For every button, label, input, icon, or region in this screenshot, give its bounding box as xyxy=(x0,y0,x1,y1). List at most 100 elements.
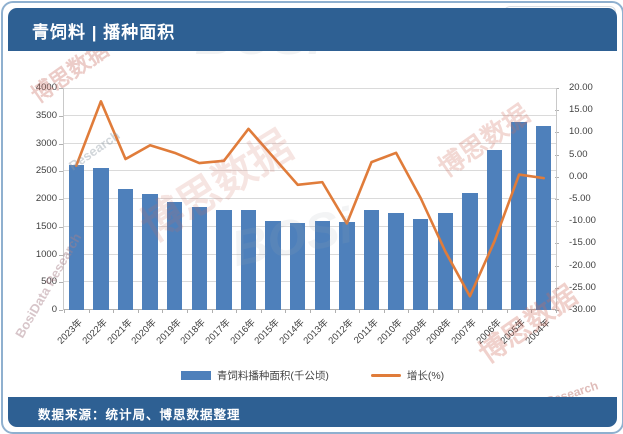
y-axis-tick xyxy=(555,265,559,267)
gridline xyxy=(64,198,556,199)
bar xyxy=(536,125,552,310)
gridline xyxy=(64,114,556,116)
bar xyxy=(486,149,503,310)
y-axis-tick xyxy=(555,310,559,311)
bar xyxy=(240,210,257,310)
y-axis-tick xyxy=(555,132,559,134)
y-axis-right-label: 10.00 xyxy=(569,126,593,138)
y-axis-tick xyxy=(59,199,63,200)
bar xyxy=(265,220,281,310)
x-axis-tick xyxy=(285,310,287,313)
x-axis-tick xyxy=(506,310,508,313)
x-axis-tick xyxy=(359,310,361,313)
bar xyxy=(142,193,158,310)
x-axis-tick xyxy=(433,310,434,313)
header-bar: 青饲料 | 播种面积 xyxy=(8,8,617,51)
y-axis-tick xyxy=(555,110,559,112)
y-axis-left-label: 3500 xyxy=(35,109,57,121)
x-axis-tick xyxy=(187,310,188,313)
y-axis-left-label: 2500 xyxy=(35,165,57,177)
y-axis-tick xyxy=(59,310,63,311)
y-axis-right-label: -15.00 xyxy=(569,237,596,249)
y-axis-left-label: 1500 xyxy=(35,220,57,232)
footer-bar: 数据来源：统计局、博思数据整理 xyxy=(8,397,617,427)
y-axis-tick xyxy=(555,88,559,89)
x-axis-labels: 2023年 2022年 2021年 2020年 2019年 2018年 2017年 2016年… xyxy=(56,88,555,346)
y-axis-right-label: 5.00 xyxy=(569,148,588,160)
y-axis-right-label: -10.00 xyxy=(569,215,596,227)
y-axis-right-label: -5.00 xyxy=(569,193,591,204)
y-axis-tick xyxy=(555,154,559,156)
y-axis-tick xyxy=(555,176,559,178)
y-axis-tick xyxy=(59,143,63,145)
y-axis-left-label: 2000 xyxy=(35,193,57,204)
source-text: 数据来源：统计局、博思数据整理 xyxy=(38,408,241,422)
legend-label-area: 青饲料播种面积(千公顷) xyxy=(216,370,329,382)
x-axis-tick xyxy=(113,310,115,313)
y-axis-tick xyxy=(59,88,63,89)
bar xyxy=(93,168,109,310)
y-axis-left-label: 3000 xyxy=(35,137,57,149)
y-axis-tick xyxy=(555,199,559,200)
y-axis-left: 0 500 1000 1500 2000 2500 3000 3500 4000 xyxy=(15,82,63,315)
bar xyxy=(413,218,429,310)
growth-line-chart xyxy=(75,100,546,298)
y-axis-left-label: 500 xyxy=(41,276,57,288)
y-axis-right-label: 0.00 xyxy=(569,170,588,182)
y-axis-tick xyxy=(555,243,559,245)
bar xyxy=(68,164,84,310)
x-axis-tick xyxy=(64,310,65,313)
plot-area xyxy=(63,88,557,313)
bar-swatch-icon xyxy=(180,371,211,380)
x-axis-tick xyxy=(556,310,557,313)
bar xyxy=(339,221,355,310)
x-axis-tick xyxy=(211,310,213,313)
gridline xyxy=(64,142,556,144)
y-axis-left-label: 4000 xyxy=(35,82,57,93)
gridline xyxy=(64,253,556,255)
bar xyxy=(290,223,306,310)
y-axis-tick xyxy=(555,221,559,223)
x-axis-tick xyxy=(531,310,533,313)
growth-line xyxy=(75,100,546,298)
y-axis-right-label: -20.00 xyxy=(569,259,596,271)
y-axis-tick xyxy=(555,287,559,289)
x-axis-tick xyxy=(260,310,262,313)
x-axis-tick xyxy=(88,310,90,313)
y-axis-tick xyxy=(59,115,63,117)
y-axis-tick xyxy=(59,226,63,228)
y-axis-right-label: 15.00 xyxy=(569,104,593,116)
y-axis-tick xyxy=(59,254,63,256)
legend-item-growth: 增长(%) xyxy=(370,368,445,383)
x-axis-tick xyxy=(162,310,164,313)
y-axis-right: 20.00 15.00 10.00 5.00 0.00 -5.00 -10.00 -15.00… xyxy=(555,82,607,315)
x-axis-tick xyxy=(482,310,484,313)
bar xyxy=(388,212,404,310)
gridline xyxy=(64,309,556,310)
x-axis-tick xyxy=(334,310,336,313)
y-axis-left-label: 0 xyxy=(51,304,57,315)
bar xyxy=(117,188,134,310)
x-axis-tick xyxy=(408,310,410,313)
gridline xyxy=(64,281,556,283)
y-axis-tick xyxy=(59,282,63,284)
x-axis-tick xyxy=(383,310,385,313)
bar xyxy=(167,202,183,310)
bar xyxy=(216,209,232,310)
x-axis-tick xyxy=(236,310,238,313)
y-axis-right-label: -25.00 xyxy=(569,281,596,293)
gridline xyxy=(64,225,556,227)
bar xyxy=(191,206,207,310)
gridline xyxy=(64,170,556,172)
bar xyxy=(511,122,527,310)
x-axis-tick xyxy=(310,310,311,313)
y-axis-left-label: 1000 xyxy=(35,248,57,260)
legend-item-area: 青饲料播种面积(千公顷) xyxy=(180,368,329,383)
y-axis-tick xyxy=(59,171,63,173)
legend-label-growth: 增长(%) xyxy=(406,370,445,382)
x-axis-tick xyxy=(457,310,459,313)
bar xyxy=(314,221,330,310)
legend: 青饲料播种面积(千公顷) 增长(%) xyxy=(3,368,622,383)
line-swatch-icon xyxy=(370,374,401,377)
